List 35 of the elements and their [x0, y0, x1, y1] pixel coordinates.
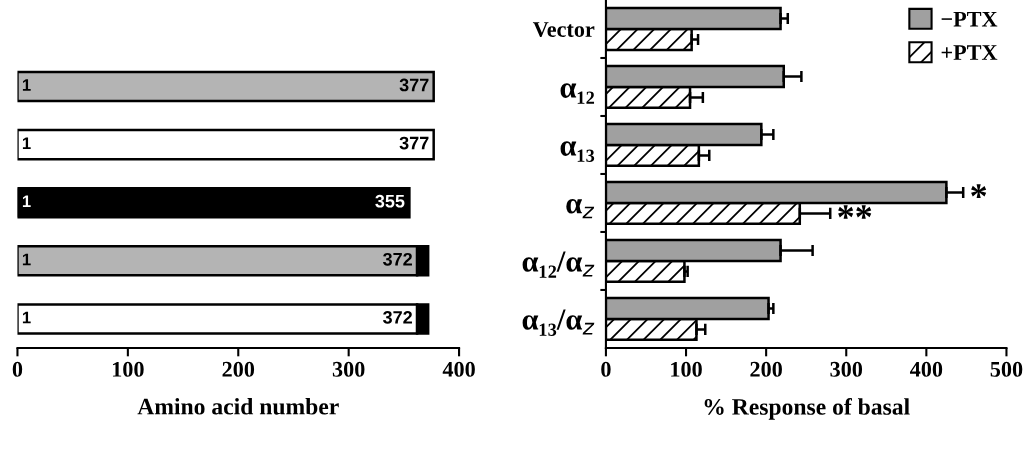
annotation: 1 — [22, 137, 31, 149]
x-tick-label: 300 — [332, 361, 365, 377]
y-tick-label: Vector — [532, 22, 595, 38]
total-label: 372 — [382, 310, 412, 324]
y-tick-label: α₁₃ — [560, 141, 595, 162]
x-tick-label: 500 — [990, 361, 1023, 377]
legend-label: −PTX — [941, 11, 998, 27]
annotation: 1 — [22, 253, 31, 266]
x-tick-label: 0 — [12, 361, 23, 377]
x-tick-label: 400 — [442, 361, 475, 377]
total-label: 377 — [399, 78, 429, 92]
annotation: 1 — [22, 195, 31, 208]
x-tick-label: 100 — [112, 361, 144, 377]
total-label: 372 — [382, 252, 412, 266]
x-tick-label: 0 — [601, 361, 611, 377]
x-tick-label: 200 — [750, 361, 782, 377]
x-tick-label: 400 — [909, 361, 943, 377]
annotation: ** — [838, 205, 872, 219]
annotation: 1 — [22, 311, 31, 324]
x-tick-label: 100 — [671, 361, 702, 377]
annotation: * — [971, 184, 987, 198]
y-tick-label: α₁₂ — [560, 83, 595, 104]
x-axis-title: % Response of basal — [704, 397, 910, 420]
legend-label: +PTX — [941, 45, 998, 60]
bar — [17, 70, 435, 103]
y-tick-label: α₁₂/α$_{z}$ — [522, 251, 595, 278]
annotation: 1 — [22, 79, 31, 91]
x-tick-label: 200 — [222, 361, 255, 377]
x-tick-label: 300 — [830, 361, 863, 377]
y-tick-label: α$_{z}$ — [566, 198, 595, 219]
total-label: 355 — [375, 194, 405, 208]
y-tick-label: α₁₃/α$_{z}$ — [522, 309, 595, 336]
x-axis-title: Amino acid number — [137, 397, 339, 415]
bar — [17, 128, 435, 161]
total-label: 377 — [399, 136, 429, 150]
